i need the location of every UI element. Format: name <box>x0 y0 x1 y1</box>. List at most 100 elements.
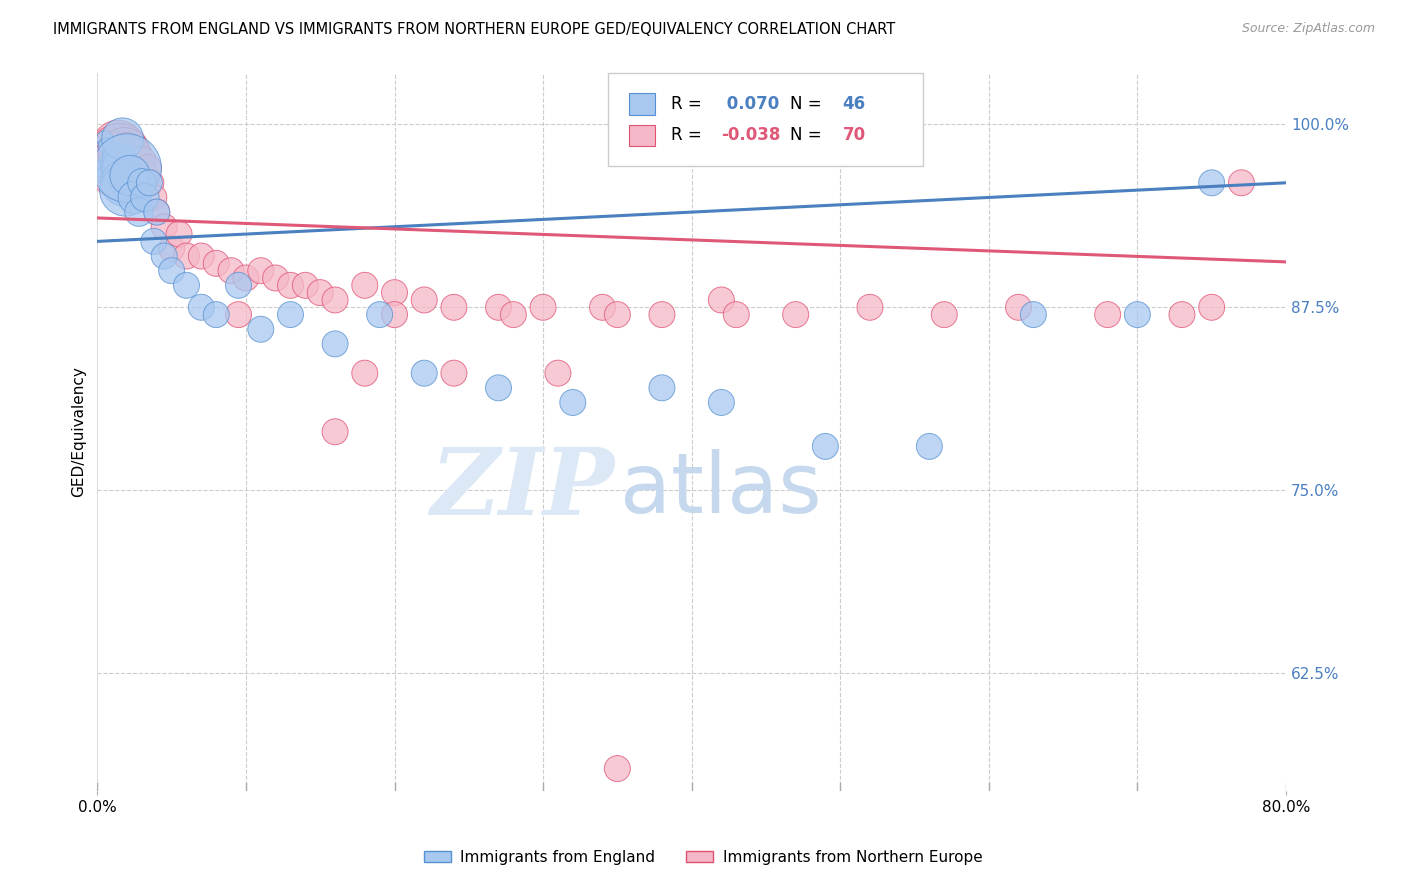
Point <box>934 308 956 322</box>
Text: N =: N = <box>790 127 827 145</box>
Point <box>94 132 117 146</box>
Point <box>125 146 148 161</box>
Point <box>118 169 141 183</box>
Point <box>280 308 302 322</box>
Point <box>153 219 176 234</box>
Text: 46: 46 <box>842 95 866 112</box>
Point <box>228 308 250 322</box>
Point <box>89 161 111 176</box>
Point <box>160 263 183 277</box>
Text: atlas: atlas <box>620 449 823 530</box>
Point <box>531 300 554 314</box>
Point <box>443 300 465 314</box>
Point <box>309 285 332 300</box>
Point <box>131 176 153 190</box>
Point <box>103 139 125 153</box>
Point <box>160 242 183 256</box>
Point <box>323 337 346 351</box>
Point <box>1126 308 1149 322</box>
Point <box>249 322 271 336</box>
Point <box>384 308 406 322</box>
Point <box>205 256 228 270</box>
Point <box>90 161 112 176</box>
Point <box>98 161 121 176</box>
Point <box>89 153 111 168</box>
Point <box>111 132 134 146</box>
Point <box>142 190 165 204</box>
Point <box>323 293 346 307</box>
Text: 70: 70 <box>842 127 866 145</box>
Point <box>146 205 169 219</box>
Point <box>413 366 436 380</box>
Point <box>488 300 510 314</box>
Point <box>94 146 117 161</box>
Point <box>101 153 124 168</box>
Point <box>112 176 135 190</box>
Point <box>114 153 136 168</box>
Point <box>97 153 120 168</box>
Point <box>651 381 673 395</box>
Point <box>190 249 212 263</box>
Point <box>91 139 114 153</box>
Point <box>107 169 129 183</box>
Point <box>235 271 257 285</box>
Text: ZIP: ZIP <box>430 444 614 534</box>
Text: N =: N = <box>790 95 827 112</box>
Point <box>413 293 436 307</box>
Point <box>128 176 150 190</box>
Point <box>142 235 165 249</box>
Point <box>219 263 242 277</box>
Point <box>96 153 118 168</box>
Point <box>710 395 733 409</box>
Point <box>111 153 134 168</box>
Legend: Immigrants from England, Immigrants from Northern Europe: Immigrants from England, Immigrants from… <box>418 844 988 871</box>
Point <box>264 271 287 285</box>
Point <box>112 146 135 161</box>
Point <box>190 300 212 314</box>
Point <box>1171 308 1194 322</box>
Point <box>110 161 132 176</box>
Point <box>153 249 176 263</box>
Point <box>105 153 128 168</box>
Point <box>128 205 150 219</box>
Point <box>353 278 375 293</box>
Point <box>1230 176 1253 190</box>
Point <box>96 139 118 153</box>
Text: IMMIGRANTS FROM ENGLAND VS IMMIGRANTS FROM NORTHERN EUROPE GED/EQUIVALENCY CORRE: IMMIGRANTS FROM ENGLAND VS IMMIGRANTS FR… <box>53 22 896 37</box>
Point <box>134 169 156 183</box>
Point <box>91 169 114 183</box>
Point <box>105 161 128 176</box>
Point <box>918 439 941 453</box>
Point <box>108 153 131 168</box>
Point <box>502 308 524 322</box>
Point <box>323 425 346 439</box>
Point <box>100 153 122 168</box>
Point <box>146 205 169 219</box>
Point <box>104 153 127 168</box>
Point <box>488 381 510 395</box>
Point <box>228 278 250 293</box>
Point <box>118 161 141 176</box>
Point <box>1022 308 1045 322</box>
Point <box>122 153 145 168</box>
Y-axis label: GED/Equivalency: GED/Equivalency <box>72 367 86 497</box>
Point <box>115 146 138 161</box>
Point <box>136 161 159 176</box>
Point <box>134 190 156 204</box>
Text: Source: ZipAtlas.com: Source: ZipAtlas.com <box>1241 22 1375 36</box>
Point <box>710 293 733 307</box>
Text: R =: R = <box>672 127 707 145</box>
Point <box>443 366 465 380</box>
Point <box>606 762 628 776</box>
Point <box>249 263 271 277</box>
Point <box>353 366 375 380</box>
Point <box>104 146 127 161</box>
Point <box>725 308 748 322</box>
Point <box>785 308 807 322</box>
Point <box>138 176 160 190</box>
Point <box>592 300 614 314</box>
Point <box>651 308 673 322</box>
Point <box>547 366 569 380</box>
Point <box>384 285 406 300</box>
Point <box>139 176 162 190</box>
